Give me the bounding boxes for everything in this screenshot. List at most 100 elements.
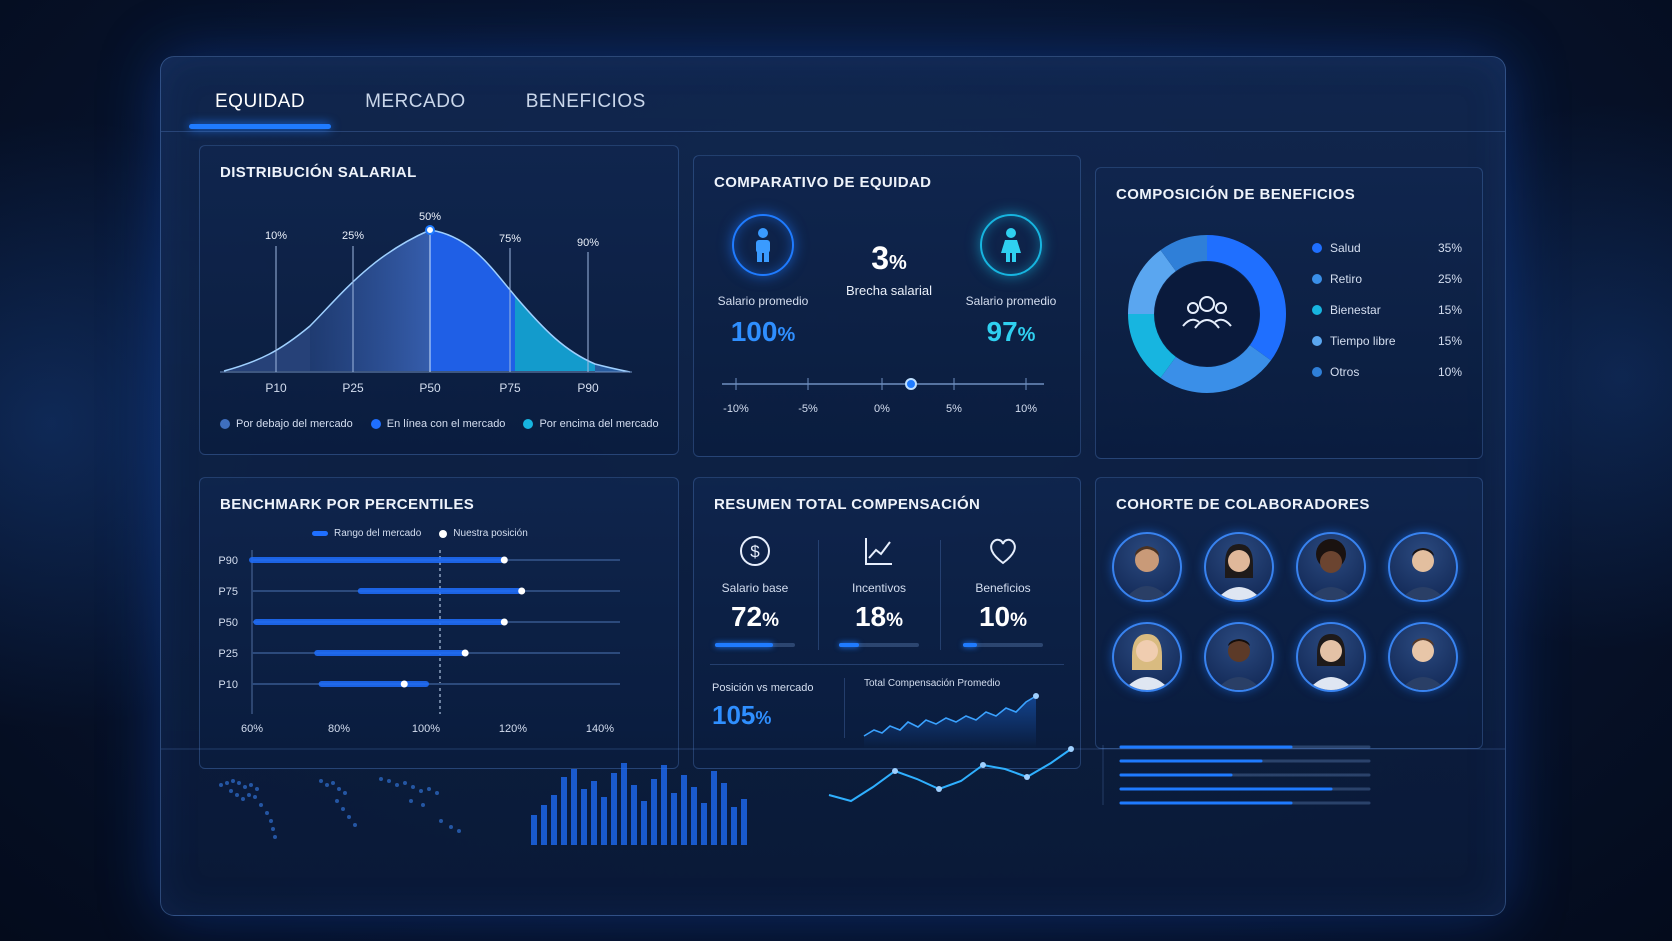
benefits-legend: Salud 35% Retiro 25% Bienestar 15% Tiempo l…	[1312, 232, 1462, 387]
donut-center	[1155, 262, 1259, 366]
comp-unit: %	[1010, 610, 1028, 631]
avatar[interactable]	[1204, 532, 1274, 602]
benefit-dot	[1312, 304, 1322, 315]
legend-swatch	[312, 531, 328, 536]
avatar[interactable]	[1296, 622, 1366, 692]
equity-comparison-panel: COMPARATIVO DE EQUIDAD Salario promedio …	[693, 155, 1081, 457]
pctl-label-p90: P90	[577, 381, 599, 395]
pct-label-25: 25%	[342, 230, 364, 242]
pctl-label-p50: P50	[419, 381, 441, 395]
avatar[interactable]	[1296, 532, 1366, 602]
benefits-composition-panel: COMPOSICIÓN DE BENEFICIOS Salud 35% Retir…	[1095, 167, 1483, 459]
row-label: P50	[218, 617, 238, 629]
benefit-name: Otros	[1330, 364, 1360, 379]
decorative-footer-strip	[161, 745, 1505, 845]
avatar[interactable]	[1204, 622, 1274, 692]
market-position-label: Posición vs mercado	[712, 682, 814, 694]
our-position-dot	[461, 649, 469, 657]
benefit-name: Tiempo libre	[1330, 333, 1396, 348]
benefit-row: Tiempo libre 15%	[1312, 325, 1462, 356]
male-salary-value: 100	[730, 316, 778, 347]
legend-label: Por debajo del mercado	[236, 418, 353, 430]
our-position-dot	[518, 587, 526, 595]
avatar[interactable]	[1112, 532, 1182, 602]
cohort-panel: COHORTE DE COLABORADORES	[1095, 477, 1483, 749]
legend-label: Rango del mercado	[334, 528, 422, 539]
avatar-grid	[1112, 532, 1460, 692]
comp-progress-bar	[715, 643, 795, 647]
tab-divider	[161, 131, 1505, 132]
wage-gap-label: Brecha salarial	[846, 283, 932, 298]
benefit-name: Bienestar	[1330, 302, 1381, 317]
market-position-unit: %	[755, 708, 772, 728]
tab-mercado[interactable]: MERCADO	[365, 91, 466, 112]
male-icon	[732, 214, 794, 276]
donut-slice-retiro	[1160, 344, 1271, 393]
x-axis-label: 120%	[499, 723, 527, 735]
gap-marker	[905, 378, 917, 390]
wage-gap-unit: %	[889, 252, 907, 274]
female-salary-block: Salario promedio 97%	[946, 214, 1076, 348]
comp-incentives: Incentivos 18%	[824, 534, 934, 647]
pct-label-10: 10%	[265, 230, 287, 242]
benefit-row: Otros 10%	[1312, 356, 1462, 387]
comp-unit: %	[762, 610, 780, 631]
bar-graphic	[531, 763, 747, 845]
x-axis-label: 140%	[586, 723, 614, 735]
benefit-pct: 10%	[1437, 364, 1462, 379]
curve-segment-above	[515, 296, 595, 371]
dollar-icon: $	[740, 536, 770, 566]
row-label: P75	[218, 586, 238, 598]
benefit-pct: 35%	[1437, 240, 1462, 255]
benefit-dot	[1312, 273, 1322, 284]
column-divider	[940, 540, 941, 650]
svg-text:$: $	[750, 542, 760, 561]
benchmark-chart: P90 P75 P50 P25 P10 60% 80% 100% 120% 140%	[218, 550, 620, 735]
comp-progress-fill	[963, 643, 978, 647]
column-divider	[818, 540, 819, 650]
our-position-dot	[500, 618, 508, 626]
tab-bar: EQUIDAD MERCADO BENEFICIOS	[185, 77, 676, 129]
chart-icon	[865, 538, 892, 565]
row-label: P90	[218, 555, 238, 567]
wave-points	[892, 746, 1074, 792]
benefit-pct: 15%	[1437, 302, 1462, 317]
curve-segment-low	[224, 326, 310, 371]
male-salary-unit: %	[777, 324, 796, 346]
pct-label-75: 75%	[499, 233, 521, 245]
legend-dot	[523, 419, 534, 429]
female-salary-value: 97	[986, 316, 1018, 347]
donut-slice-otros	[1160, 235, 1208, 272]
avatar[interactable]	[1388, 532, 1458, 602]
group-icon	[1182, 296, 1232, 329]
dashboard-screen: EQUIDAD MERCADO BENEFICIOS DISTRIBUCIÓN …	[160, 56, 1506, 916]
tab-equidad[interactable]: EQUIDAD	[185, 77, 335, 129]
comp-label: Salario base	[721, 581, 789, 595]
female-salary-label: Salario promedio	[965, 294, 1057, 308]
tab-beneficios[interactable]: BENEFICIOS	[525, 91, 646, 112]
scale-label: 10%	[1015, 403, 1037, 415]
x-axis-label: 100%	[412, 723, 440, 735]
avatar[interactable]	[1388, 622, 1458, 692]
legend-dot	[220, 419, 230, 429]
comp-value: 18	[854, 601, 887, 632]
pctl-label-p10: P10	[265, 381, 287, 395]
pctl-label-p75: P75	[499, 381, 521, 395]
comp-value: 72	[730, 601, 763, 632]
panel-title: RESUMEN TOTAL COMPENSACIÓN	[714, 496, 981, 513]
comp-progress-fill	[715, 643, 773, 647]
avatar[interactable]	[1112, 622, 1182, 692]
scale-label: -5%	[798, 403, 818, 415]
donut-slice-bienestar	[1128, 313, 1177, 378]
wage-gap-value: 3	[871, 240, 889, 276]
panel-title: COHORTE DE COLABORADORES	[1116, 496, 1370, 513]
benefit-pct: 25%	[1437, 271, 1462, 286]
comp-value: 10	[978, 601, 1011, 632]
comp-progress-bar	[839, 643, 919, 647]
donut-slice-salud	[1206, 235, 1286, 361]
comp-progress-fill	[839, 643, 859, 647]
legend-item: Por debajo del mercado	[220, 418, 353, 430]
heart-icon	[990, 538, 1016, 565]
comp-progress-bar	[963, 643, 1043, 647]
comp-label: Incentivos	[851, 581, 907, 595]
